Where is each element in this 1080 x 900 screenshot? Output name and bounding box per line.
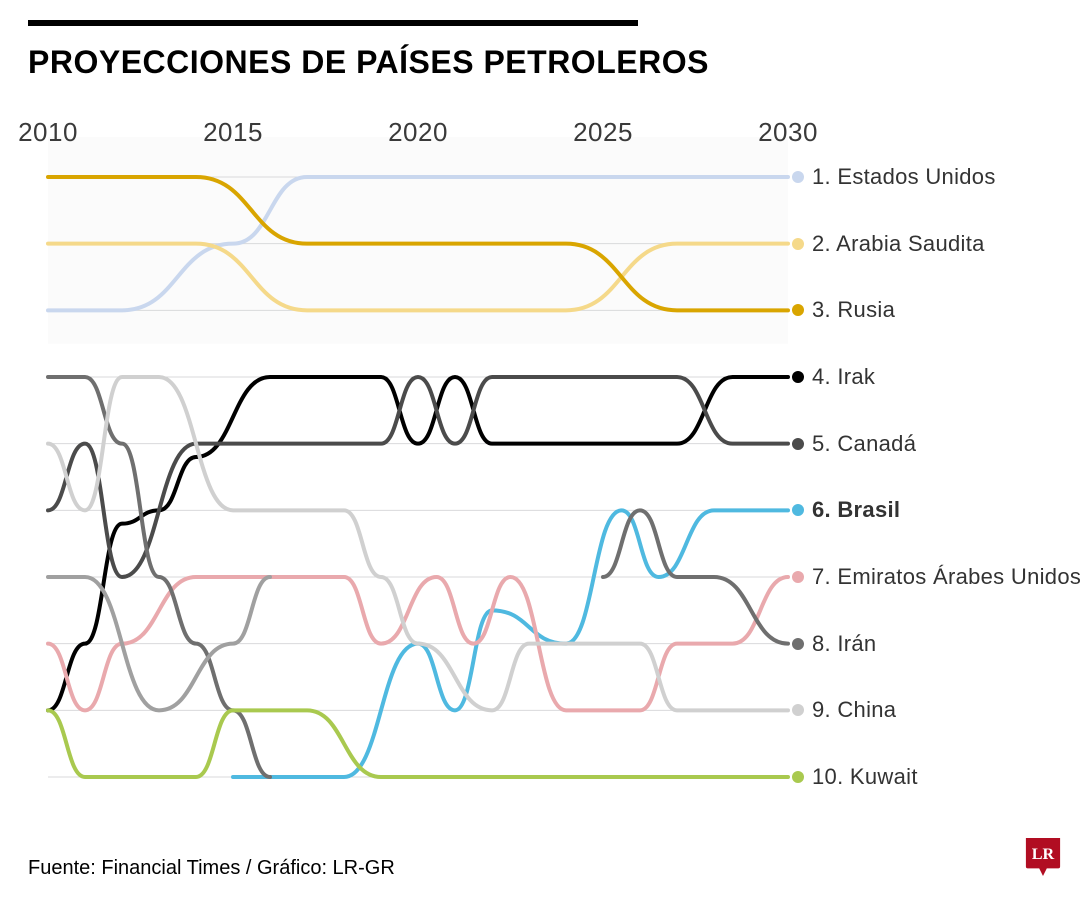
x-axis-tick-label: 2010: [18, 117, 78, 148]
series-label: 5. Canadá: [812, 431, 916, 457]
bump-chart: 20102015202020252030 1. Estados Unidos2.…: [28, 117, 1052, 817]
series-end-dot: [792, 704, 804, 716]
x-axis-tick-label: 2020: [388, 117, 448, 148]
series-label: 6. Brasil: [812, 497, 900, 523]
chart-title: PROYECCIONES DE PAÍSES PETROLEROS: [28, 44, 1052, 81]
series-label: 9. China: [812, 697, 896, 723]
series-end-dot: [792, 638, 804, 650]
series-end-dot: [792, 771, 804, 783]
x-axis-labels: 20102015202020252030: [28, 117, 1052, 157]
header-rule: [28, 20, 638, 26]
series-label: 3. Rusia: [812, 297, 895, 323]
series-end-dot: [792, 371, 804, 383]
series-end-dot: [792, 238, 804, 250]
series-end-dot: [792, 504, 804, 516]
publisher-logo-lr: LR: [1024, 836, 1062, 874]
source-attribution: Fuente: Financial Times / Gráfico: LR-GR: [28, 857, 395, 880]
series-end-dot: [792, 304, 804, 316]
series-label: 4. Irak: [812, 364, 875, 390]
series-end-dot: [792, 438, 804, 450]
series-label: 8. Irán: [812, 631, 876, 657]
series-label: 10. Kuwait: [812, 764, 918, 790]
series-end-dot: [792, 571, 804, 583]
svg-text:LR: LR: [1032, 846, 1055, 863]
x-axis-tick-label: 2025: [573, 117, 633, 148]
series-label: 7. Emiratos Árabes Unidos: [812, 564, 1080, 590]
x-axis-tick-label: 2015: [203, 117, 263, 148]
series-label: 1. Estados Unidos: [812, 164, 996, 190]
series-end-dot: [792, 171, 804, 183]
series-label: 2. Arabia Saudita: [812, 231, 985, 257]
x-axis-tick-label: 2030: [758, 117, 818, 148]
chart-canvas: [28, 117, 1052, 817]
